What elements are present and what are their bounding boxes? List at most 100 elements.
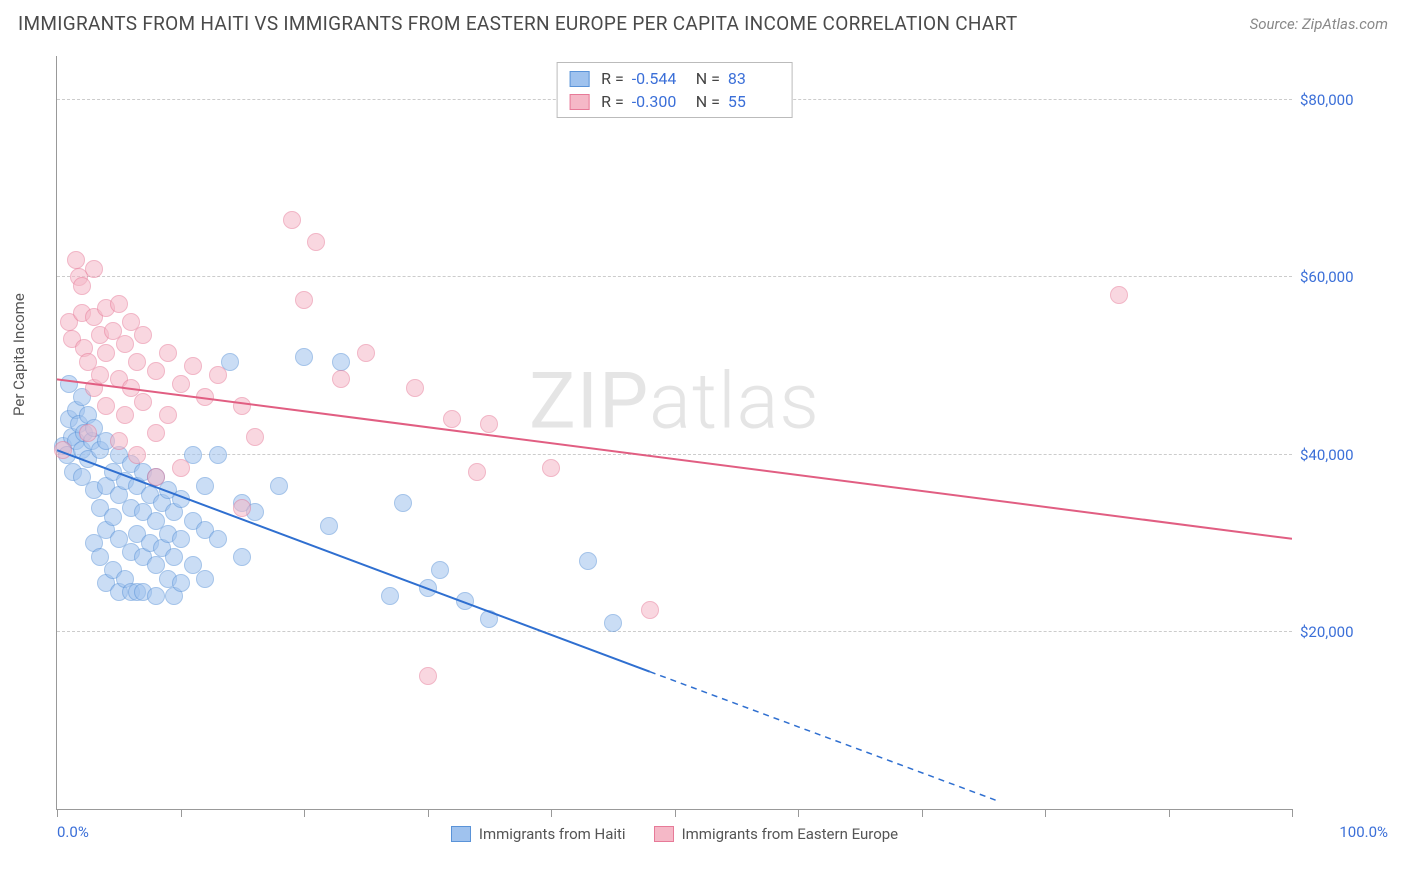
y-tick-label: $60,000: [1300, 268, 1380, 286]
data-point: [406, 379, 424, 397]
data-point: [394, 494, 412, 512]
data-point: [165, 548, 183, 566]
data-point: [159, 406, 177, 424]
data-point: [357, 344, 375, 362]
data-point: [419, 667, 437, 685]
data-point: [468, 463, 486, 481]
data-point: [431, 561, 449, 579]
data-point: [184, 357, 202, 375]
watermark: ZIPatlas: [529, 357, 820, 448]
gridline: [57, 454, 1292, 455]
data-point: [480, 610, 498, 628]
n-value: 55: [728, 92, 780, 111]
x-tick-label-max: 100.0%: [1339, 823, 1388, 841]
correlation-stats-box: R = -0.544 N = 83 R = -0.300 N = 55: [556, 62, 793, 118]
legend-label: Immigrants from Haiti: [479, 825, 626, 843]
data-point: [104, 508, 122, 526]
data-point: [147, 424, 165, 442]
x-tick: [922, 809, 923, 817]
data-point: [110, 295, 128, 313]
legend-label: Immigrants from Eastern Europe: [682, 825, 899, 843]
data-point: [134, 393, 152, 411]
data-point: [307, 233, 325, 251]
n-label: N =: [696, 69, 720, 88]
x-tick: [798, 809, 799, 817]
data-point: [54, 441, 72, 459]
legend-item: Immigrants from Haiti: [451, 825, 626, 843]
data-point: [110, 432, 128, 450]
x-tick: [181, 809, 182, 817]
legend-swatch: [654, 826, 674, 842]
y-tick-label: $20,000: [1300, 623, 1380, 641]
data-point: [147, 362, 165, 380]
data-point: [295, 291, 313, 309]
data-point: [209, 530, 227, 548]
data-point: [270, 477, 288, 495]
data-point: [97, 344, 115, 362]
chart-title: IMMIGRANTS FROM HAITI VS IMMIGRANTS FROM…: [18, 12, 1018, 35]
data-point: [172, 375, 190, 393]
data-point: [196, 477, 214, 495]
data-point: [97, 397, 115, 415]
legend-swatch: [569, 94, 589, 110]
data-point: [480, 415, 498, 433]
stats-row: R = -0.300 N = 55: [569, 90, 780, 113]
x-tick: [1045, 809, 1046, 817]
n-value: 83: [728, 69, 780, 88]
legend-swatch: [451, 826, 471, 842]
y-tick-label: $80,000: [1300, 91, 1380, 109]
data-point: [67, 251, 85, 269]
x-tick: [428, 809, 429, 817]
data-point: [332, 370, 350, 388]
data-point: [381, 587, 399, 605]
data-point: [283, 211, 301, 229]
legend-swatch: [569, 71, 589, 87]
x-tick: [57, 809, 58, 817]
data-point: [196, 388, 214, 406]
data-point: [116, 406, 134, 424]
r-value: -0.544: [632, 69, 684, 88]
data-point: [209, 446, 227, 464]
data-point: [233, 397, 251, 415]
data-point: [196, 570, 214, 588]
data-point: [604, 614, 622, 632]
plot-region: ZIPatlas $20,000$40,000$60,000$80,0000.0…: [56, 56, 1292, 810]
data-point: [443, 410, 461, 428]
data-point: [159, 344, 177, 362]
data-point: [332, 353, 350, 371]
n-label: N =: [696, 92, 720, 111]
data-point: [542, 459, 560, 477]
data-point: [79, 424, 97, 442]
legend-item: Immigrants from Eastern Europe: [654, 825, 899, 843]
x-tick: [1169, 809, 1170, 817]
data-point: [147, 587, 165, 605]
data-point: [172, 530, 190, 548]
data-point: [233, 548, 251, 566]
data-point: [233, 499, 251, 517]
data-point: [209, 366, 227, 384]
series-legend: Immigrants from Haiti Immigrants from Eas…: [57, 825, 1292, 843]
x-tick: [675, 809, 676, 817]
r-value: -0.300: [632, 92, 684, 111]
chart-area: Per Capita Income ZIPatlas $20,000$40,00…: [18, 48, 1388, 864]
stats-row: R = -0.544 N = 83: [569, 67, 780, 90]
data-point: [134, 326, 152, 344]
data-point: [128, 353, 146, 371]
r-label: R =: [601, 92, 624, 111]
data-point: [91, 366, 109, 384]
x-tick: [304, 809, 305, 817]
data-point: [320, 517, 338, 535]
trend-overlay: [57, 56, 1292, 809]
data-point: [246, 428, 264, 446]
data-point: [73, 277, 91, 295]
data-point: [295, 348, 313, 366]
data-point: [147, 468, 165, 486]
data-point: [116, 335, 134, 353]
x-tick: [1292, 809, 1293, 817]
chart-source: Source: ZipAtlas.com: [1250, 15, 1388, 33]
data-point: [419, 579, 437, 597]
data-point: [1110, 286, 1128, 304]
chart-header: IMMIGRANTS FROM HAITI VS IMMIGRANTS FROM…: [0, 0, 1406, 41]
data-point: [641, 601, 659, 619]
r-label: R =: [601, 69, 624, 88]
